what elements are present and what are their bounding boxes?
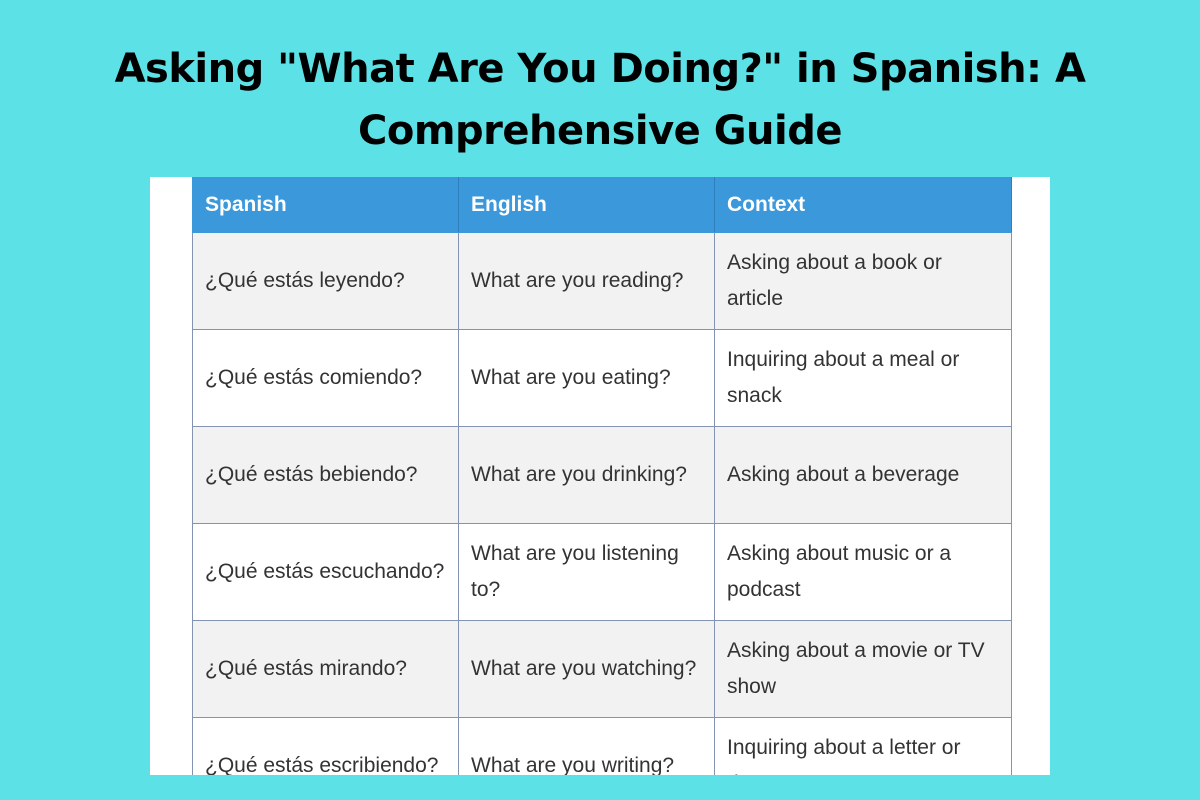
- table-cell: Asking about music or a podcast: [714, 523, 1012, 621]
- table-cell: Asking about a book or article: [714, 232, 1012, 330]
- table-row: ¿Qué estás comiendo? What are you eating?…: [192, 329, 1012, 427]
- table-body: ¿Qué estás leyendo? What are you reading?…: [192, 232, 1012, 775]
- table-cell: ¿Qué estás leyendo?: [192, 232, 459, 330]
- table-cell: What are you writing?: [458, 717, 715, 775]
- column-header: Context: [714, 177, 1012, 233]
- table-cell: ¿Qué estás bebiendo?: [192, 426, 459, 524]
- table-cell: ¿Qué estás mirando?: [192, 620, 459, 718]
- table-cell: What are you watching?: [458, 620, 715, 718]
- table-cell: ¿Qué estás escribiendo?: [192, 717, 459, 775]
- table-cell: Asking about a beverage: [714, 426, 1012, 524]
- table-panel: Spanish English Context ¿Qué estás leyendo…: [150, 177, 1050, 775]
- table-cell: What are you drinking?: [458, 426, 715, 524]
- table-cell: What are you eating?: [458, 329, 715, 427]
- table-cell: What are you listening to?: [458, 523, 715, 621]
- table-cell: What are you reading?: [458, 232, 715, 330]
- table-cell: Inquiring about a letter or document: [714, 717, 1012, 775]
- header-row: Spanish English Context: [192, 177, 1012, 233]
- table-cell: ¿Qué estás comiendo?: [192, 329, 459, 427]
- table-cell: Inquiring about a meal or snack: [714, 329, 1012, 427]
- table-row: ¿Qué estás escuchando? What are you liste…: [192, 523, 1012, 621]
- table-row: ¿Qué estás mirando? What are you watching…: [192, 620, 1012, 718]
- table-row: ¿Qué estás leyendo? What are you reading?…: [192, 232, 1012, 330]
- table-cell: Asking about a movie or TV show: [714, 620, 1012, 718]
- title: Asking "What Are You Doing?" in Spanish:…: [114, 46, 1086, 154]
- table-cell: ¿Qué estás escuchando?: [192, 523, 459, 621]
- column-header: English: [458, 177, 715, 233]
- table-header: Spanish English Context: [192, 177, 1012, 233]
- table-row: ¿Qué estás escribiendo? What are you writ…: [192, 717, 1012, 775]
- phrase-table: Spanish English Context ¿Qué estás leyendo…: [192, 177, 1012, 775]
- column-header: Spanish: [192, 177, 459, 233]
- table-row: ¿Qué estás bebiendo? What are you drinkin…: [192, 426, 1012, 524]
